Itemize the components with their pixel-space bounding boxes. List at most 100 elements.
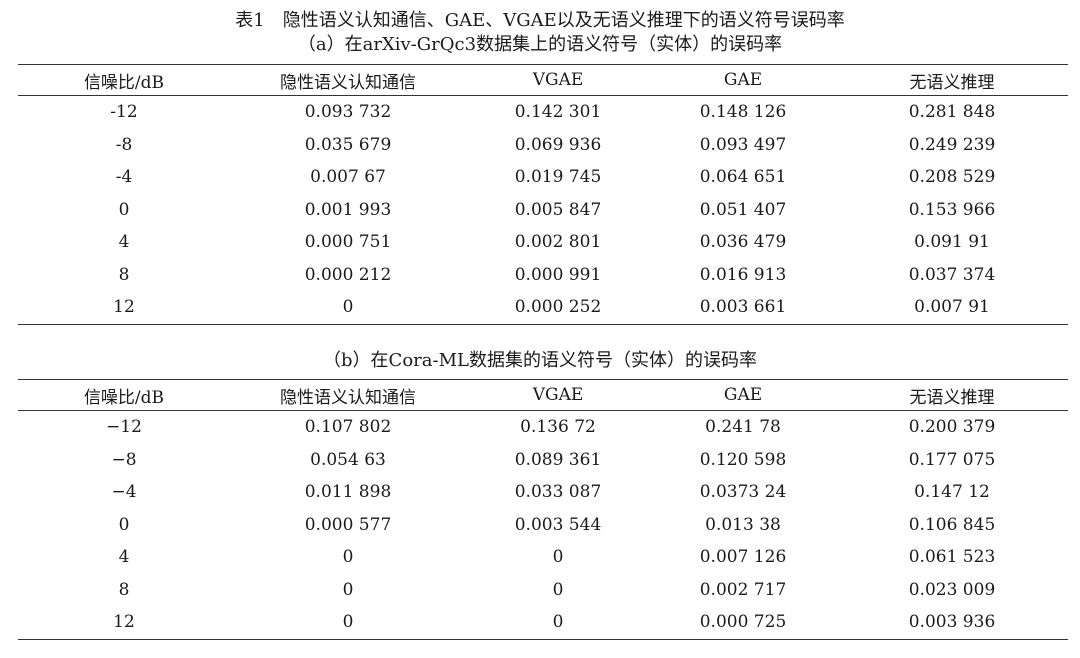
cell-implicit-semantic: 0.000 751 xyxy=(304,232,392,253)
cell-no-semantic: 0.106 845 xyxy=(908,514,996,535)
cell-gae: 0.0373 24 xyxy=(699,482,787,503)
header-gae: GAE xyxy=(650,379,836,411)
cell-no-semantic: 0.023 009 xyxy=(908,579,996,600)
header-implicit-semantic: 隐性语义认知通信 xyxy=(230,64,466,96)
cell-gae: 0.093 497 xyxy=(699,134,787,155)
cell-gae: 0.120 598 xyxy=(699,449,787,470)
cell-implicit-semantic: 0 xyxy=(230,606,466,640)
cell-snr: 0 xyxy=(118,514,130,535)
cell-implicit-semantic: 0.001 993 xyxy=(304,199,392,220)
table-row: −12 0.107 802 0.136 72 0.241 78 0.200 379 xyxy=(18,411,1068,444)
cell-no-semantic: 0.208 529 xyxy=(908,167,996,188)
header-gae: GAE xyxy=(650,64,836,96)
cell-vgae: 0.142 301 xyxy=(514,102,602,123)
table-row: 8 0 0 0.002 717 0.023 009 xyxy=(18,574,1068,607)
cell-implicit-semantic: 0.107 802 xyxy=(304,417,392,438)
table-row: 4 0.000 751 0.002 801 0.036 479 0.091 91 xyxy=(18,226,1068,259)
cell-no-semantic: 0.037 374 xyxy=(908,264,996,285)
table-title: 表1 隐性语义认知通信、GAE、VGAE以及无语义推理下的语义符号误码率 xyxy=(235,10,845,31)
cell-snr: −12 xyxy=(106,417,142,438)
header-vgae: VGAE xyxy=(466,64,650,96)
cell-gae: 0.241 78 xyxy=(705,417,781,438)
table-row: 4 0 0 0.007 126 0.061 523 xyxy=(18,541,1068,574)
cell-vgae: 0.000 252 xyxy=(466,291,650,325)
table-b-caption: （b）在Cora-ML数据集的语义符号（实体）的误码率 xyxy=(323,350,757,371)
table-row: -8 0.035 679 0.069 936 0.093 497 0.249 239 xyxy=(18,129,1068,162)
cell-gae: 0.000 725 xyxy=(650,606,836,640)
cell-vgae: 0 xyxy=(552,547,564,568)
cell-snr: 4 xyxy=(118,547,130,568)
cell-gae: 0.003 661 xyxy=(650,291,836,325)
cell-implicit-semantic: 0 xyxy=(230,291,466,325)
cell-gae: 0.016 913 xyxy=(699,264,787,285)
cell-vgae: 0.019 745 xyxy=(514,167,602,188)
cell-implicit-semantic: 0 xyxy=(342,547,354,568)
cell-vgae: 0.136 72 xyxy=(520,417,596,438)
cell-no-semantic: 0.177 075 xyxy=(908,449,996,470)
cell-vgae: 0 xyxy=(466,606,650,640)
cell-vgae: 0.000 991 xyxy=(514,264,602,285)
table-row: −8 0.054 63 0.089 361 0.120 598 0.177 075 xyxy=(18,444,1068,477)
table-row: -4 0.007 67 0.019 745 0.064 651 0.208 529 xyxy=(18,161,1068,194)
cell-implicit-semantic: 0.007 67 xyxy=(310,167,386,188)
cell-implicit-semantic: 0.054 63 xyxy=(310,449,386,470)
cell-no-semantic: 0.200 379 xyxy=(908,417,996,438)
table-a: 信噪比/dB 隐性语义认知通信 VGAE GAE 无语义推理 -12 0.093 … xyxy=(18,64,1068,325)
cell-no-semantic: 0.061 523 xyxy=(908,547,996,568)
table-a-caption: （a）在arXiv-GrQc3数据集上的语义符号（实体）的误码率 xyxy=(297,34,783,55)
cell-implicit-semantic: 0.011 898 xyxy=(304,482,392,503)
cell-snr: 0 xyxy=(118,199,130,220)
cell-snr: 8 xyxy=(118,579,130,600)
cell-no-semantic: 0.153 966 xyxy=(908,199,996,220)
cell-gae: 0.036 479 xyxy=(699,232,787,253)
cell-implicit-semantic: 0.035 679 xyxy=(304,134,392,155)
cell-no-semantic: 0.249 239 xyxy=(908,134,996,155)
cell-vgae: 0.005 847 xyxy=(514,199,602,220)
cell-no-semantic: 0.007 91 xyxy=(836,291,1068,325)
header-snr: 信噪比/dB xyxy=(18,379,230,411)
cell-snr: −4 xyxy=(111,482,137,503)
table-a-header-row: 信噪比/dB 隐性语义认知通信 VGAE GAE 无语义推理 xyxy=(18,64,1068,96)
cell-implicit-semantic: 0.000 577 xyxy=(304,514,392,535)
cell-snr: -8 xyxy=(115,134,133,155)
cell-gae: 0.148 126 xyxy=(699,102,787,123)
cell-vgae: 0.033 087 xyxy=(514,482,602,503)
cell-implicit-semantic: 0.000 212 xyxy=(304,264,392,285)
header-no-semantic: 无语义推理 xyxy=(836,379,1068,411)
header-implicit-semantic: 隐性语义认知通信 xyxy=(230,379,466,411)
cell-gae: 0.007 126 xyxy=(699,547,787,568)
cell-gae: 0.064 651 xyxy=(699,167,787,188)
cell-snr: 4 xyxy=(118,232,130,253)
cell-snr: 12 xyxy=(18,291,230,325)
table-b-body: −12 0.107 802 0.136 72 0.241 78 0.200 379 −8 0… xyxy=(18,411,1068,640)
cell-implicit-semantic: 0 xyxy=(342,579,354,600)
cell-snr: −8 xyxy=(111,449,137,470)
table-b: 信噪比/dB 隐性语义认知通信 VGAE GAE 无语义推理 −12 0.107 … xyxy=(18,379,1068,640)
table-a-body: -12 0.093 732 0.142 301 0.148 126 0.281 848-… xyxy=(18,96,1068,325)
table-row: -12 0.093 732 0.142 301 0.148 126 0.281 848 xyxy=(18,96,1068,129)
cell-gae: 0.002 717 xyxy=(699,579,787,600)
header-vgae: VGAE xyxy=(466,379,650,411)
table-row: 12 0 0 0.000 725 0.003 936 xyxy=(18,606,1068,640)
cell-no-semantic: 0.147 12 xyxy=(914,482,990,503)
cell-vgae: 0.002 801 xyxy=(514,232,602,253)
table-row: 0 0.001 993 0.005 847 0.051 407 0.153 966 xyxy=(18,194,1068,227)
cell-vgae: 0 xyxy=(552,579,564,600)
table-row: −4 0.011 898 0.033 087 0.0373 24 0.147 12 xyxy=(18,476,1068,509)
cell-gae: 0.013 38 xyxy=(705,514,781,535)
cell-implicit-semantic: 0.093 732 xyxy=(304,102,392,123)
table-row: 12 0 0.000 252 0.003 661 0.007 91 xyxy=(18,291,1068,325)
cell-no-semantic: 0.003 936 xyxy=(836,606,1068,640)
cell-vgae: 0.069 936 xyxy=(514,134,602,155)
cell-snr: 12 xyxy=(18,606,230,640)
cell-vgae: 0.089 361 xyxy=(514,449,602,470)
header-no-semantic: 无语义推理 xyxy=(836,64,1068,96)
cell-snr: -4 xyxy=(115,167,133,188)
table-b-header-row: 信噪比/dB 隐性语义认知通信 VGAE GAE 无语义推理 xyxy=(18,379,1068,411)
cell-vgae: 0.003 544 xyxy=(514,514,602,535)
table-row: 0 0.000 577 0.003 544 0.013 38 0.106 845 xyxy=(18,509,1068,542)
cell-gae: 0.051 407 xyxy=(699,199,787,220)
cell-snr: 8 xyxy=(118,264,130,285)
table-row: 8 0.000 212 0.000 991 0.016 913 0.037 374 xyxy=(18,259,1068,292)
cell-no-semantic: 0.091 91 xyxy=(914,232,990,253)
